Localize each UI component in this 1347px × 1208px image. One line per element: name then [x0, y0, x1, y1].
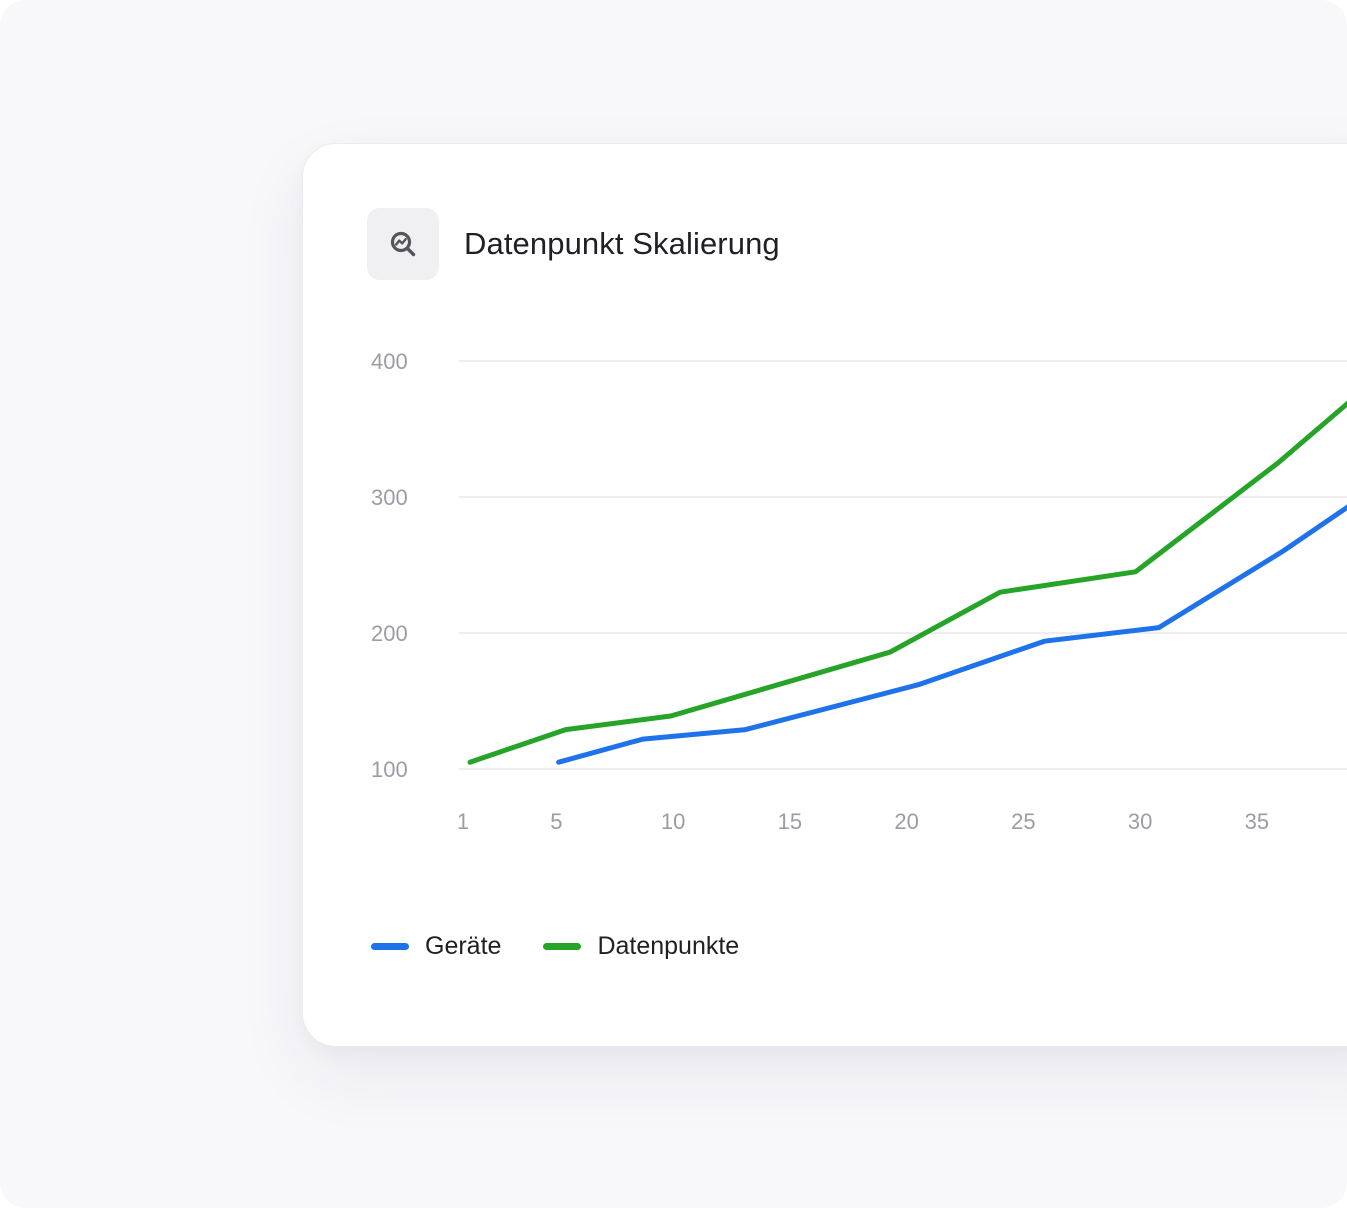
chart-card: Datenpunkt Skalierung 100 200 300 400 1 5 10 1…	[302, 143, 1347, 1047]
legend-swatch-datenpunkte	[543, 943, 582, 950]
series-line-geraete	[556, 504, 1347, 765]
y-axis-ticks: 100 200 300 400	[371, 349, 408, 782]
x-tick-label: 15	[778, 809, 802, 834]
x-tick-label: 35	[1245, 809, 1269, 834]
series-line-datenpunkte	[467, 400, 1347, 765]
legend-label-datenpunkte: Datenpunkte	[597, 932, 740, 960]
chart-search-icon	[390, 231, 416, 257]
legend-item-geraete[interactable]: Geräte	[371, 932, 501, 961]
chart-icon-button[interactable]	[367, 208, 439, 280]
grid-lines	[459, 360, 1347, 770]
y-tick-label: 400	[371, 349, 408, 374]
series-lines	[467, 400, 1347, 765]
x-tick-label: 20	[894, 809, 918, 834]
legend-label-geraete: Geräte	[425, 932, 502, 960]
x-tick-label: 1	[457, 809, 469, 834]
x-tick-label: 30	[1128, 809, 1152, 834]
y-tick-label: 200	[371, 621, 408, 646]
legend-swatch-geraete	[371, 943, 409, 950]
chart-legend: Geräte Datenpunkte	[371, 932, 739, 961]
y-tick-label: 100	[371, 757, 408, 782]
x-axis-ticks: 1 5 10 15 20 25 30 35	[457, 809, 1269, 834]
x-tick-label: 10	[661, 809, 685, 834]
x-tick-label: 25	[1011, 809, 1035, 834]
y-tick-label: 300	[371, 485, 408, 510]
x-tick-label: 5	[550, 809, 562, 834]
chart-title: Datenpunkt Skalierung	[464, 226, 780, 261]
legend-item-datenpunkte[interactable]: Datenpunkte	[543, 932, 739, 961]
